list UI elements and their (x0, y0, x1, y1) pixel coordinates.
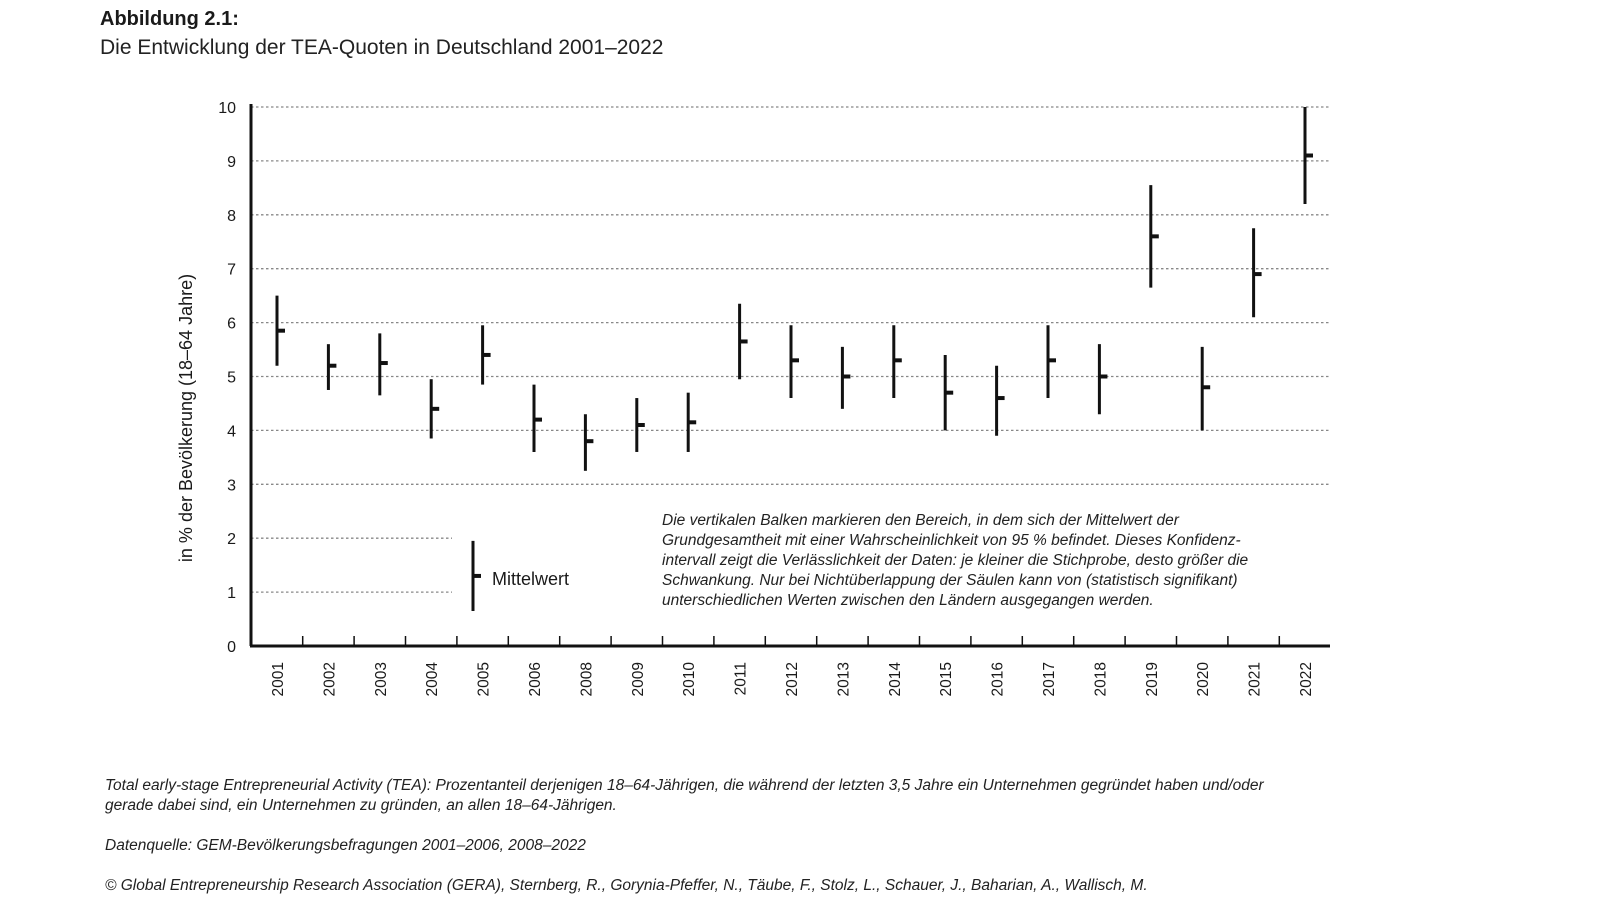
x-tick-label: 2010 (681, 662, 698, 697)
y-tick-label: 8 (227, 208, 236, 225)
y-axis: 0 1 2 3 4 5 6 7 8 9 10 (218, 100, 253, 656)
y-tick-label: 1 (227, 585, 236, 602)
y-tick-label: 10 (218, 100, 236, 117)
x-tick-label: 2009 (630, 662, 647, 696)
x-tick-label: 2020 (1195, 662, 1212, 697)
data-source: Datenquelle: GEM-Bevölkerungsbefragungen… (105, 837, 586, 854)
y-tick-label: 4 (227, 423, 236, 440)
x-tick-label: 2002 (321, 662, 338, 696)
y-tick-label: 3 (227, 477, 236, 494)
y-tick-label: 2 (227, 531, 236, 548)
x-tick-label: 2006 (527, 662, 544, 696)
x-tick-label: 2016 (990, 662, 1007, 696)
x-tick-label: 2019 (1144, 662, 1161, 696)
tea-definition: Total early-stage Entrepreneurial Activi… (105, 777, 1264, 814)
confidence-interval-note: Die vertikalen Balken markieren den Bere… (662, 512, 1249, 609)
x-tick-label: 2018 (1092, 662, 1109, 696)
y-tick-label: 9 (227, 154, 236, 171)
x-tick-label: 2008 (578, 662, 595, 696)
x-tick-label: 2001 (270, 662, 287, 696)
x-axis: 2001 2002 2003 2004 2005 2006 2008 2009 2010 2011… (250, 636, 1330, 696)
x-tick-label: 2003 (373, 662, 390, 696)
x-tick-label: 2022 (1298, 662, 1315, 696)
error-bars (275, 107, 1313, 471)
y-tick-label: 0 (227, 639, 236, 656)
y-tick-label: 5 (227, 370, 236, 387)
grid-mask (452, 522, 1332, 614)
x-tick-label: 2004 (424, 662, 441, 697)
legend: Mittelwert (471, 540, 569, 611)
x-tick-label: 2021 (1247, 662, 1264, 696)
x-tick-label: 2012 (784, 662, 801, 696)
x-tick-label: 2005 (476, 662, 493, 696)
figure-label: Abbildung 2.1: (100, 8, 239, 30)
x-tick-label: 2011 (733, 662, 750, 695)
figure-title: Die Entwicklung der TEA-Quoten in Deutsc… (100, 36, 664, 59)
gridlines (251, 106, 1332, 614)
x-tick-label: 2013 (835, 662, 852, 696)
y-tick-label: 7 (227, 262, 236, 279)
y-axis-label: in % der Bevölkerung (18–64 Jahre) (176, 274, 196, 562)
x-tick-label: 2017 (1041, 662, 1058, 696)
copyright: © Global Entrepreneurship Research Assoc… (105, 877, 1148, 894)
x-tick-label: 2015 (938, 662, 955, 696)
x-tick-label: 2014 (887, 662, 904, 697)
legend-label: Mittelwert (492, 569, 569, 589)
y-tick-label: 6 (227, 316, 236, 333)
